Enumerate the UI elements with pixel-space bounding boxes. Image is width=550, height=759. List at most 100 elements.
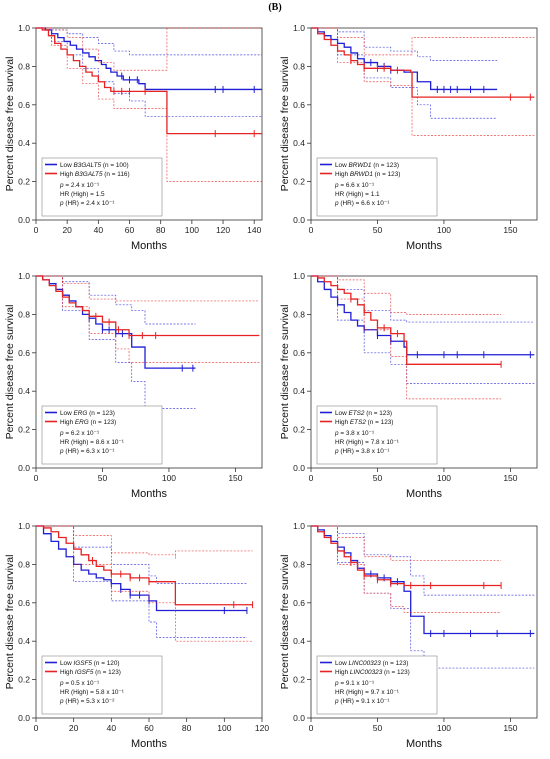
survival-line-high (36, 27, 262, 135)
x-axis-label: Months (131, 240, 168, 252)
x-tick-label: 60 (144, 723, 154, 733)
legend-stat: p = 0.5 x 10⁻¹ (59, 680, 99, 687)
x-tick-label: 80 (182, 723, 192, 733)
legend-stat: p (HR) = 5.3 x 10⁻² (59, 698, 114, 705)
y-tick-label: 0.0 (293, 215, 305, 225)
y-tick-label: 0.6 (293, 348, 305, 358)
y-tick-label: 0.8 (293, 61, 305, 71)
ci-lower-low (36, 27, 262, 117)
x-tick-label: 100 (217, 723, 231, 733)
survival-line-low (311, 27, 498, 91)
x-tick-label: 140 (247, 225, 261, 235)
y-tick-label: 0.0 (18, 215, 30, 225)
y-axis-label: Percent disease free survival (4, 555, 16, 690)
y-tick-label: 0.2 (293, 177, 305, 187)
legend-box (316, 655, 438, 715)
y-tick-label: 0.4 (293, 386, 305, 396)
survival-line-high (36, 275, 260, 337)
x-tick-label: 150 (503, 225, 517, 235)
series-high (36, 525, 254, 642)
series-low (36, 275, 196, 409)
x-tick-label: 20 (69, 723, 79, 733)
x-tick-label: 60 (125, 225, 135, 235)
survival-line-high (311, 525, 502, 587)
km-chart-igsf5: 0.0 0.2 0.4 0.6 0.8 1.0 0 20 40 60 80 100 120 Months P… (4, 521, 269, 750)
x-axis-label: Months (406, 240, 443, 252)
legend-box (41, 655, 163, 715)
x-tick-label: 150 (503, 473, 517, 483)
series-low (311, 525, 535, 669)
y-tick-label: 0.2 (293, 675, 305, 685)
legend-entry-high: High IGSF5 (n = 123) (60, 669, 121, 676)
y-tick-label: 0.8 (18, 559, 30, 569)
y-axis-label: Percent disease free survival (279, 305, 291, 440)
y-tick-label: 0.2 (293, 425, 305, 435)
ci-upper-low (311, 27, 498, 61)
y-tick-label: 0.4 (293, 138, 305, 148)
y-axis-label: Percent disease free survival (279, 57, 291, 192)
y-tick-label: 0.4 (293, 636, 305, 646)
x-tick-label: 0 (309, 225, 314, 235)
x-tick-label: 120 (216, 225, 230, 235)
y-tick-label: 0.8 (18, 61, 30, 71)
legend-box (41, 157, 163, 217)
y-tick-label: 0.8 (18, 309, 30, 319)
y-tick-label: 1.0 (293, 521, 305, 531)
series-low (36, 27, 262, 117)
legend-entry-high: High B3GALT5 (n = 116) (60, 171, 130, 178)
legend-stat: HR (High) = 1.1 (335, 191, 380, 198)
km-chart-brwd1: 0.0 0.2 0.4 0.6 0.8 1.0 0 50 100 150 Months Percent… (279, 23, 538, 252)
km-chart-ets2: 0.0 0.2 0.4 0.6 0.8 1.0 0 50 100 150 Months Percent… (279, 271, 538, 500)
legend-box (316, 405, 438, 465)
ci-upper-high (311, 275, 502, 315)
legend-entry-high: High ETS2 (n = 123) (335, 419, 393, 426)
km-chart-erg: 0.0 0.2 0.4 0.6 0.8 1.0 0 50 100 150 Months Percent… (4, 271, 263, 500)
x-tick-label: 0 (309, 723, 314, 733)
ci-upper-high (36, 27, 262, 71)
legend-stat: p = 6.6 x 10⁻¹ (334, 182, 374, 189)
km-chart-linc00323: 0.0 0.2 0.4 0.6 0.8 1.0 0 50 100 150 Months Percent… (279, 521, 538, 750)
x-tick-label: 100 (437, 723, 451, 733)
y-tick-label: 1.0 (293, 23, 305, 33)
x-axis-label: Months (406, 488, 443, 500)
y-tick-label: 1.0 (293, 271, 305, 281)
plot-frame (310, 525, 538, 719)
legend-entry-low: Low LINC00323 (n = 123) (335, 660, 408, 667)
x-tick-label: 0 (309, 473, 314, 483)
y-tick-label: 0.6 (293, 598, 305, 608)
x-tick-label: 150 (228, 473, 242, 483)
x-tick-label: 0 (34, 723, 39, 733)
y-tick-label: 0.4 (18, 386, 30, 396)
y-tick-label: 0.2 (18, 675, 30, 685)
survival-line-low (36, 27, 262, 91)
survival-line-low (36, 525, 247, 612)
x-axis-label: Months (406, 738, 443, 750)
ci-upper-low (36, 275, 196, 325)
x-tick-label: 80 (156, 225, 166, 235)
y-tick-label: 0.2 (18, 425, 30, 435)
x-tick-label: 40 (107, 723, 117, 733)
survival-line-low (311, 525, 535, 635)
x-axis-label: Months (131, 488, 168, 500)
x-tick-label: 0 (34, 225, 39, 235)
legend-entry-low: Low IGSF5 (n = 120) (60, 660, 120, 667)
legend-stat: p = 9.1 x 10⁻¹ (334, 680, 374, 687)
ci-upper-high (311, 525, 502, 561)
legend-box (41, 405, 163, 465)
x-tick-label: 20 (62, 225, 72, 235)
legend-stat: HR (High) = 1.5 (60, 191, 105, 198)
plot-frame (310, 275, 538, 469)
x-tick-label: 100 (162, 473, 176, 483)
x-axis-label: Months (131, 738, 168, 750)
series-low (36, 525, 248, 638)
y-tick-label: 0.8 (293, 559, 305, 569)
ci-upper-high (36, 525, 253, 559)
legend-entry-high: High ERG (n = 123) (60, 419, 116, 426)
y-tick-label: 0.4 (18, 636, 30, 646)
survival-line-high (311, 275, 502, 365)
legend-stat: p (HR) = 9.1 x 10⁻¹ (334, 698, 389, 705)
ci-lower-low (311, 27, 498, 119)
legend-stat: p (HR) = 6.6 x 10⁻¹ (334, 200, 389, 207)
legend-stat: HR (High) = 9.7 x 10⁻¹ (335, 689, 399, 696)
y-tick-label: 0.0 (293, 463, 305, 473)
